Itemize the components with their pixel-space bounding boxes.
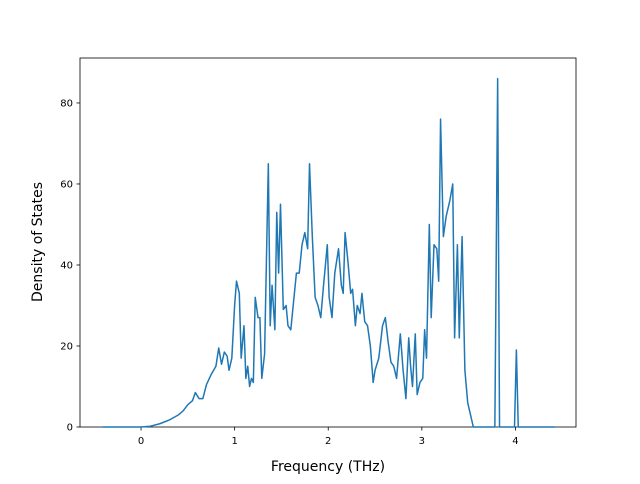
y-tick-label: 20 bbox=[60, 341, 73, 352]
x-tick-label: 4 bbox=[512, 436, 518, 447]
x-tick-label: 1 bbox=[231, 436, 237, 447]
y-tick-label: 80 bbox=[60, 98, 73, 109]
y-tick-label: 0 bbox=[67, 423, 73, 434]
x-axis-label: Frequency (THz) bbox=[271, 459, 385, 475]
y-tick-label: 60 bbox=[60, 179, 73, 190]
line bbox=[102, 77, 555, 428]
y-axis-label: Density of States bbox=[30, 182, 46, 302]
x-tick-label: 3 bbox=[419, 436, 425, 447]
x-tick-label: 0 bbox=[138, 436, 144, 447]
x-tick-label: 2 bbox=[325, 436, 331, 447]
y-tick-label: 40 bbox=[60, 260, 73, 271]
